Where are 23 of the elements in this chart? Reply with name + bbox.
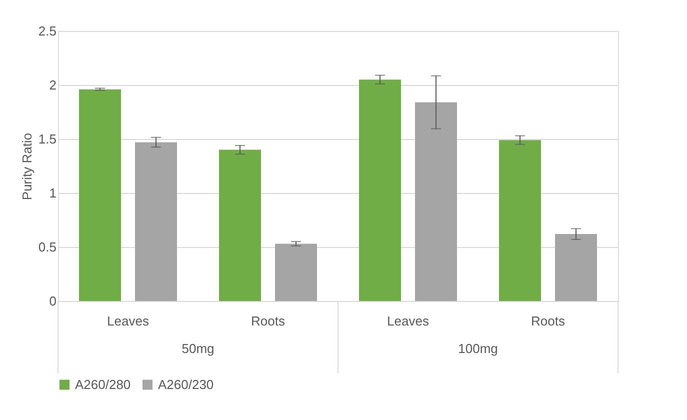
x-tick-label: Roots: [251, 314, 286, 328]
y-tick-label: 0: [49, 294, 56, 308]
bar: [499, 140, 541, 301]
y-tick-label: 2: [49, 78, 56, 92]
y-tick-label: 2.5: [38, 24, 56, 38]
y-tick-label: 1.5: [38, 132, 56, 146]
y-axis-title: Purity Ratio: [19, 132, 34, 200]
legend-label: A260/230: [158, 376, 214, 392]
x-tick-label: Roots: [531, 314, 566, 328]
bar: [555, 234, 597, 301]
x-tick-label: Leaves: [387, 314, 430, 328]
y-tick-label: 0.5: [38, 240, 56, 254]
bar: [79, 89, 121, 301]
bar: [275, 244, 317, 301]
text: 50mg: [182, 341, 214, 356]
y-tick-label: 1: [49, 186, 56, 200]
text: 100mg: [458, 341, 498, 356]
bar: [135, 142, 177, 301]
x-tick-label: Leaves: [107, 314, 150, 328]
bar: [219, 150, 261, 301]
bar: [415, 102, 457, 301]
legend-label: A260/280: [75, 376, 131, 392]
bar: [359, 80, 401, 301]
